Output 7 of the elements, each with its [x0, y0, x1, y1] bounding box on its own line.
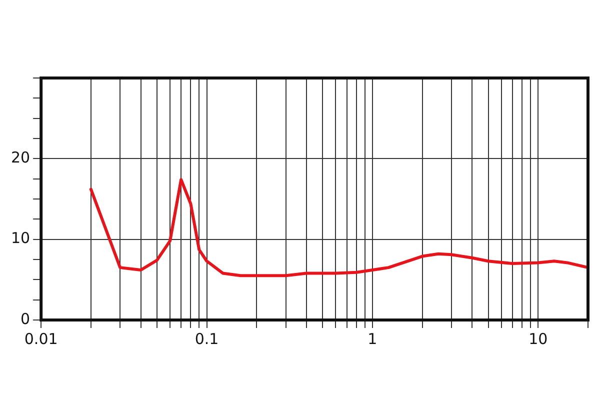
x-tick-label: 0.01: [24, 330, 58, 348]
x-tick-label: 0.1: [194, 330, 219, 348]
y-tick-label: 20: [10, 148, 30, 167]
x-tick-label: 1: [368, 330, 378, 348]
y-tick-label: 10: [10, 229, 30, 248]
y-tick-label: 0: [20, 310, 30, 328]
x-tick-label: 10: [528, 330, 548, 348]
